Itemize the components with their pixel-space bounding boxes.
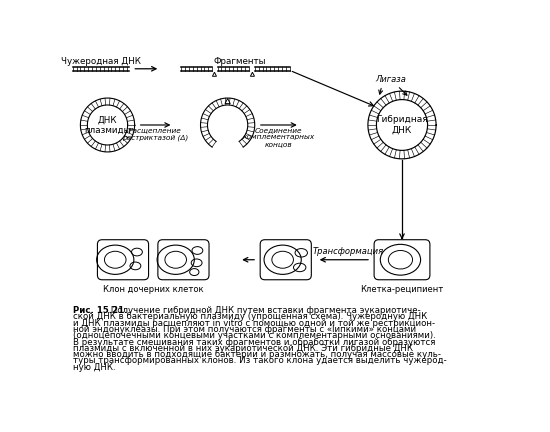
Text: Соединение
комплементарных
концов: Соединение комплементарных концов: [243, 127, 315, 147]
Text: Расщепление
рестриктазой (Δ): Расщепление рестриктазой (Δ): [123, 127, 189, 141]
Text: Клон дочерних клеток: Клон дочерних клеток: [103, 285, 204, 294]
Text: Трансформация: Трансформация: [312, 247, 383, 256]
Text: Клетка-реципиент: Клетка-реципиент: [360, 285, 444, 294]
Text: В результате смешивания таких фрагментов и обработки лигазой образуются: В результате смешивания таких фрагментов…: [73, 337, 436, 346]
FancyBboxPatch shape: [374, 240, 430, 280]
FancyBboxPatch shape: [97, 240, 148, 280]
Text: Гибридная
ДНК: Гибридная ДНК: [376, 115, 428, 135]
Text: туры трансформированных клонов. Из такого клона удается выделить чужерод-: туры трансформированных клонов. Из таког…: [73, 356, 447, 365]
Text: ской ДНК в бактериальную плазмиду (упрощенная схема). Чужеродную ДНК: ской ДНК в бактериальную плазмиду (упрощ…: [73, 312, 428, 321]
Text: ную ДНК.: ную ДНК.: [73, 363, 116, 372]
Text: Лигаза: Лигаза: [375, 75, 406, 84]
Text: Рис. 15.21.: Рис. 15.21.: [73, 306, 128, 315]
FancyBboxPatch shape: [260, 240, 311, 280]
Text: (одноцепочечными концевыми участками с комплементарными основаниями).: (одноцепочечными концевыми участками с к…: [73, 331, 436, 340]
Text: ДНК
плазмиды: ДНК плазмиды: [84, 115, 131, 135]
Text: и ДНК плазмиды расщепляют in vitro с помощью одной и той же рестрикцион-: и ДНК плазмиды расщепляют in vitro с пом…: [73, 318, 436, 327]
Text: Получение гибридной ДНК путем вставки фрагмента эукариотиче-: Получение гибридной ДНК путем вставки фр…: [107, 306, 420, 315]
Text: можно вводить в подходящие бактерии и размножать, получая массовые куль-: можно вводить в подходящие бактерии и ра…: [73, 350, 442, 359]
Text: Фрагменты: Фрагменты: [213, 57, 266, 66]
FancyBboxPatch shape: [158, 240, 209, 280]
Text: ной эндонуклеазы. При этом получаются фрагменты с «lипкими» концами: ной эндонуклеазы. При этом получаются фр…: [73, 325, 416, 334]
Text: Чужеродная ДНК: Чужеродная ДНК: [61, 57, 141, 66]
Text: плазмиды с включенной в них эукариотической ДНК. Эти гибридные ДНК: плазмиды с включенной в них эукариотичес…: [73, 344, 414, 353]
